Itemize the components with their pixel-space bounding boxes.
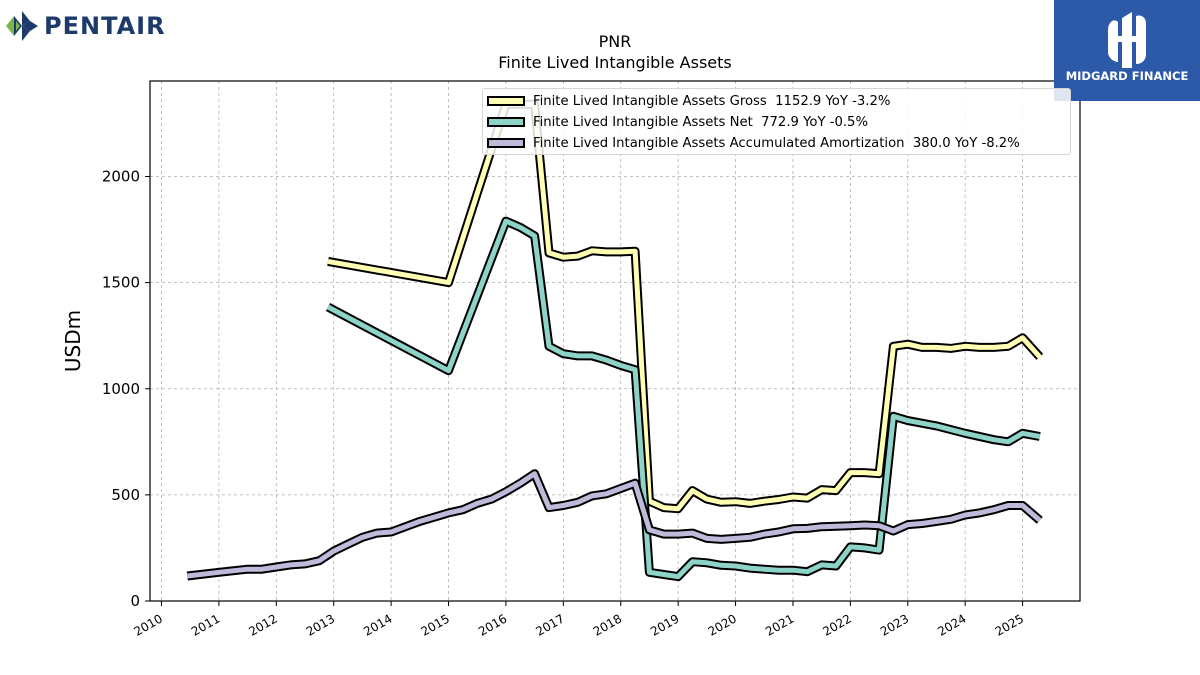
legend-label-amortization: Finite Lived Intangible Assets Accumulat… (533, 135, 1020, 151)
x-tick-label: 2013 (304, 611, 337, 638)
legend-label-gross: Finite Lived Intangible Assets Gross 115… (533, 93, 891, 109)
legend-item-gross: Finite Lived Intangible Assets Gross 115… (487, 91, 890, 111)
y-tick-label: 1500 (102, 274, 140, 292)
x-tick-label: 2010 (132, 611, 165, 638)
y-tick-label: 2000 (102, 168, 140, 186)
midgard-finance-logo: MIDGARD FINANCE (1054, 0, 1200, 101)
legend-item-amortization: Finite Lived Intangible Assets Accumulat… (487, 133, 1020, 153)
y-axis-label: USDm (61, 310, 85, 372)
x-tick-label: 2016 (476, 611, 509, 638)
x-tick-label: 2014 (361, 611, 394, 638)
pentair-logo-text: PENTAIR (44, 12, 166, 40)
x-tick-label: 2022 (820, 611, 853, 638)
x-tick-label: 2017 (533, 611, 566, 638)
midgard-logo-mark (1108, 12, 1146, 68)
x-tick-label: 2023 (878, 611, 911, 638)
midgard-logo-text: MIDGARD FINANCE (1065, 69, 1189, 83)
x-tick-label: 2024 (935, 611, 968, 638)
series-line-amortization (187, 471, 1042, 579)
y-tick-label: 0 (130, 592, 140, 610)
legend-item-net: Finite Lived Intangible Assets Net 772.9… (487, 112, 868, 132)
chart-series (186, 99, 1044, 582)
x-tick-label: 2018 (591, 611, 624, 638)
series-line-gross (327, 101, 1042, 512)
legend-swatch-amortization (487, 138, 525, 148)
series-outline-gross (327, 99, 1044, 514)
chart-title-ticker: PNR (598, 32, 632, 51)
legend-swatch-gross (487, 96, 525, 106)
chart-axes-frame (149, 80, 1081, 602)
pentair-logo-mark (6, 11, 38, 41)
x-tick-label: 2025 (993, 611, 1026, 638)
y-tick-label: 500 (111, 486, 140, 504)
legend-label-net: Finite Lived Intangible Assets Net 772.9… (533, 114, 868, 130)
x-tick-label: 2019 (648, 611, 681, 638)
x-tick-label: 2020 (706, 611, 739, 638)
chart-legend: Finite Lived Intangible Assets Gross 115… (482, 88, 1071, 155)
x-tick-label: 2021 (763, 611, 796, 638)
pentair-logo: PENTAIR (4, 6, 166, 46)
x-tick-label: 2015 (419, 611, 452, 638)
y-tick-label: 1000 (102, 380, 140, 398)
x-tick-label: 2012 (246, 611, 279, 638)
series-line-net (326, 218, 1041, 580)
x-tick-label: 2011 (189, 611, 222, 638)
legend-swatch-net (487, 117, 525, 127)
chart-title: Finite Lived Intangible Assets (498, 53, 732, 72)
